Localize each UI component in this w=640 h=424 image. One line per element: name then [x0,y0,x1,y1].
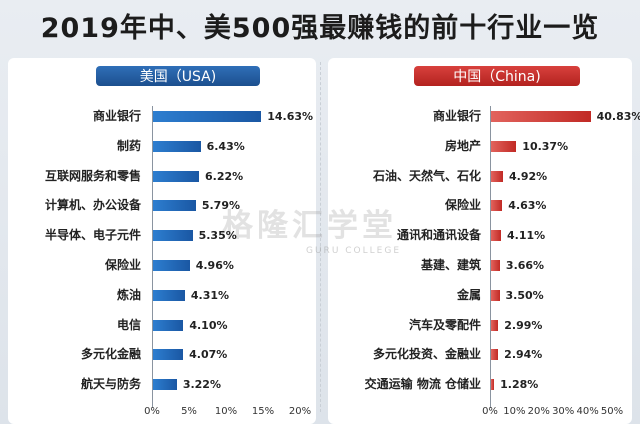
panel-divider [320,62,321,412]
usa-data-label: 4.07% [189,348,228,362]
usa-x-tick-label: 20% [288,406,312,417]
usa-bar [153,379,177,391]
china-chart-title: 中国（China) [414,66,580,86]
usa-data-label: 6.43% [206,139,245,153]
china-bar [491,260,500,271]
usa-category-label: 航天与防务 [80,377,141,392]
usa-y-axis-line [152,106,153,408]
usa-data-label: 14.63% [267,110,314,123]
china-category-label: 基建、建筑 [420,258,481,272]
china-data-label: 40.83% [596,110,640,123]
china-category-label: 通讯和通讯设备 [396,228,481,243]
china-category-label: 保险业 [444,198,481,213]
china-bar [491,319,499,331]
china-category-label: 金属 [456,287,481,302]
usa-bar [153,200,196,212]
usa-x-tick-label: 15% [251,406,275,417]
usa-bar [153,260,190,271]
china-bar [491,140,517,152]
usa-data-label: 4.96% [195,259,234,272]
china-category-label: 房地产 [444,138,481,153]
china-data-label: 1.28% [500,378,539,392]
china-x-tick-label: 30% [552,406,575,417]
watermark-text: 格隆汇学堂 [222,208,397,244]
page-title: 2019年中、美500强最赚钱的前十行业一览 [40,12,600,44]
china-category-label: 汽车及零配件 [408,317,481,332]
usa-data-label: 5.79% [201,199,241,213]
usa-bar [153,289,185,301]
china-data-label: 3.66% [505,259,545,272]
china-bar [491,111,591,122]
china-bar [491,200,503,212]
china-y-axis-line [490,106,491,408]
usa-data-label: 3.22% [182,378,221,392]
usa-data-label: 5.35% [198,229,237,243]
china-category-label: 交通运输 物流 仓储业 [364,377,481,392]
china-data-label: 4.92% [509,169,548,183]
china-bar [491,170,503,182]
usa-category-label: 电信 [116,317,141,332]
china-bar [491,230,502,242]
china-x-tick-label: 0% [482,406,498,417]
usa-category-label: 制药 [116,138,141,153]
china-data-label: 10.37% [522,139,569,153]
usa-data-label: 4.10% [189,318,228,332]
china-x-tick-label: 40% [576,406,599,417]
usa-data-label: 4.31% [190,288,230,302]
usa-bar [153,230,193,242]
usa-bar [153,319,184,331]
usa-category-label: 多元化金融 [80,347,141,362]
china-x-tick-label: 10% [503,406,526,417]
china-category-label: 商业银行 [432,109,481,123]
usa-bar [153,140,201,152]
china-data-label: 3.50% [505,288,544,302]
china-data-label: 2.99% [504,318,543,332]
usa-chart-title: 美国（USA) [96,66,260,86]
usa-category-label: 保险业 [104,258,141,272]
china-category-label: 多元化投资、金融业 [372,347,481,362]
china-bar [491,289,500,301]
usa-category-label: 互联网服务和零售 [44,168,141,183]
usa-category-label: 炼油 [116,287,141,302]
china-x-tick-label: 20% [527,406,550,417]
watermark-subtext: GURU COLLEGE [306,246,402,256]
usa-bar [153,349,184,361]
china-data-label: 4.11% [507,229,546,243]
usa-bar [153,111,262,122]
china-bar [491,349,499,361]
china-x-tick-label: 50% [600,406,624,417]
usa-x-tick-label: 5% [181,406,197,417]
usa-x-tick-label: 0% [144,406,160,417]
china-bar [491,379,495,391]
usa-category-label: 计算机、办公设备 [44,198,141,213]
china-category-label: 石油、天然气、石化 [372,168,481,183]
china-data-label: 2.94% [504,348,543,362]
usa-data-label: 6.22% [205,169,244,183]
usa-category-label: 半导体、电子元件 [44,228,141,243]
usa-bar [153,170,200,182]
china-data-label: 4.63% [508,199,547,213]
usa-category-label: 商业银行 [92,109,141,123]
usa-x-tick-label: 10% [214,406,238,417]
